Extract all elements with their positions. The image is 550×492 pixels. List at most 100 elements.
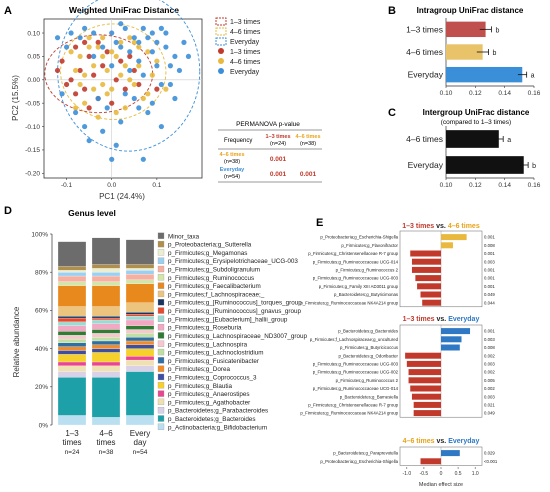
genus-seg-c3-s3 (125, 365, 155, 372)
pcoa-point-s2-36 (127, 35, 133, 41)
effect-label-1-8: p_Bacteroidetes;g_Butyricimonas (334, 292, 398, 297)
effect-bar-1-4 (411, 258, 441, 265)
genus-legend-label-5: p_Firmicutes;g_Anaerostipes (168, 391, 250, 398)
genus-ylabel: Relative abundance (12, 306, 21, 377)
genus-seg-c1-s16 (57, 316, 87, 319)
genus-seg-c1-s23 (57, 266, 87, 271)
pcoa-point-s3-17 (158, 123, 164, 130)
effect-label-1-4: p_Firmicutes;g_Ruminococcaceae UCG-014 (313, 259, 399, 264)
intergroup-panel: Intergroup UniFrac distance (compared to… (406, 108, 541, 189)
pcoa-point-s3-6 (163, 44, 169, 50)
pcoa-point-s3-9 (140, 72, 146, 78)
barC-cat-1: 4–6 times (406, 134, 443, 144)
pcoa-point-s1-13 (109, 100, 115, 106)
effect-pvalue-2-1: 0.001 (484, 329, 495, 334)
genus-seg-c3-s14 (125, 316, 155, 321)
genus-seg-c1-s14 (57, 321, 87, 326)
pcoa-point-s2-25 (82, 72, 88, 78)
pcoa-point-s1-20 (104, 49, 110, 55)
pcoa-point-s1-1 (59, 58, 65, 64)
pcoa-ticks: -0.1 0.0 0.1 0.10 0.05 0.00 -0.05 -0.10 -0.15 -0.… (25, 30, 162, 189)
genus-xlabel-1-3: n=24 (65, 449, 80, 456)
pcoa-point-s3-38 (131, 95, 137, 102)
genus-legend-label-7: p_Firmicutes;g_Coprococcus_3 (168, 374, 257, 381)
genus-legend-label-12: p_Firmicutes;g_Lachnospiraceae_ND3007_gr… (168, 333, 307, 340)
genus-seg-c2-s20 (91, 275, 121, 282)
genus-seg-c3-s9 (125, 337, 155, 342)
legend-swatch-dot-1 (218, 48, 224, 54)
genus-seg-c3-s20 (125, 273, 155, 280)
genus-seg-c2-s19 (91, 281, 121, 286)
genus-legend-label-4: p_Firmicutes;g_Agathobacter (168, 399, 250, 406)
effect-title-2: 1–3 times vs. Everyday (403, 316, 480, 323)
genus-legend-swatch-11 (157, 340, 165, 347)
effect-label-1-3: p_Firmicutes;g_Christensenellaceae R-7 g… (308, 251, 398, 256)
effect-label-2-8: p_Firmicutes;g_Ruminococcaceae UCG-014 (313, 386, 399, 391)
pcoa-point-s3-51 (185, 53, 192, 60)
pcoa-point-s2-35 (86, 44, 92, 50)
permanova-col2: 4–6 times (295, 134, 320, 140)
genus-seg-c3-s12 (125, 325, 155, 330)
pcoa-point-s3-39 (149, 100, 155, 106)
effect-label-2-2: p_Firmicutes;f_Lachnospiraceae;g_uncultu… (310, 337, 399, 342)
effect-label-1-5: p_Firmicutes;g_Ruminococcus 2 (336, 268, 399, 273)
genus-legend-swatch-14 (157, 315, 165, 322)
genus-ytick-label-5: 100% (31, 231, 48, 238)
pcoa-ytick-label-1: 0.05 (27, 54, 40, 61)
effect-pvalue-1-1: 0.001 (484, 235, 495, 240)
pcoa-ylabel: PC2 (15.5%) (11, 75, 20, 121)
genus-seg-c1-s18 (57, 285, 87, 307)
permanova-header-frequency: Frequency (224, 138, 252, 144)
pcoa-point-s3-19 (77, 35, 83, 41)
effect-pvalue-1-3: 0.001 (484, 251, 495, 256)
pcoa-point-s1-22 (86, 105, 92, 111)
genus-legend-label-21: p_Firmicutes;g_Erysipelotrichaceae_UCG-0… (168, 258, 298, 265)
effect-title-3: 4–6 times vs. Everyday (403, 438, 480, 445)
pcoa-point-s2-29 (145, 91, 151, 97)
pcoa-xlabel: PC1 (24.4%) (99, 192, 145, 201)
pcoa-point-s3-10 (158, 81, 164, 88)
pcoa-points (54, 21, 192, 162)
effect-pvalue-2-11: 0.049 (484, 411, 495, 416)
genus-legend-swatch-15 (157, 307, 165, 314)
pcoa-point-s2-4 (82, 100, 88, 106)
genus-seg-c2-s6 (91, 352, 121, 363)
genus-seg-c2-s10 (91, 337, 121, 342)
genus-seg-c3-s19 (125, 279, 155, 284)
pcoa-xtick-label-2: 0.1 (152, 182, 161, 189)
pcoa-point-s1-17 (82, 39, 88, 45)
barB-xtick-label-0: 0.10 (440, 90, 453, 97)
effect-pvalue-2-9: 0.003 (484, 394, 495, 399)
pcoa-panel: Weighted UniFrac Distance -0.1 0.0 0.1 0.10… (11, 0, 322, 201)
genus-seg-c3-s23 (125, 264, 155, 269)
pcoa-point-s2-31 (136, 44, 142, 50)
genus-ytick-label-0: 0% (39, 422, 49, 429)
barB-letter-2: b (493, 50, 497, 57)
genus-seg-c1-s15 (57, 317, 87, 322)
effect-pvalue-3-2: <0.001 (484, 459, 498, 464)
genus-seg-c1-s12 (57, 331, 87, 336)
permanova-title: PERMANOVA p-value (236, 121, 300, 128)
genus-seg-c2-s15 (91, 317, 121, 321)
genus-seg-c3-s11 (125, 329, 155, 334)
pcoa-point-s3-53 (118, 44, 124, 50)
genus-legend-swatch-24 (157, 232, 165, 239)
pcoa-point-s2-6 (109, 49, 115, 55)
effect-label-2-7: p_Firmicutes;g_Ruminococcus 2 (336, 378, 399, 383)
genus-legend-label-14: p_Firmicutes;g_[Eubacterium]_hallii_grou… (168, 316, 288, 323)
genus-xlabel-2-2: times (96, 438, 115, 447)
effect-label-2-10: p_Firmicutes;g_Christensenellaceae R-7 g… (308, 403, 398, 408)
pcoa-ellipse-2 (60, 23, 167, 120)
pcoa-point-s1-6 (86, 53, 92, 60)
barC-letter-2: b (532, 163, 536, 170)
effect-bar-2-8 (410, 385, 441, 392)
effect-bar-1-2 (441, 242, 453, 249)
pcoa-point-s3-41 (172, 95, 178, 102)
effect-xtick-label-3: 0.5 (455, 471, 462, 477)
permanova-v21: 0.001 (270, 171, 287, 178)
genus-seg-c1-s4 (57, 365, 87, 372)
effect-pvalue-2-3: 0.008 (484, 345, 495, 350)
effect-xtick-label-4: 1.0 (472, 471, 479, 477)
effect-label-1-6: p_Firmicutes;g_Ruminococcaceae UCG-003 (313, 276, 399, 281)
genus-legend-swatch-1 (157, 423, 165, 430)
